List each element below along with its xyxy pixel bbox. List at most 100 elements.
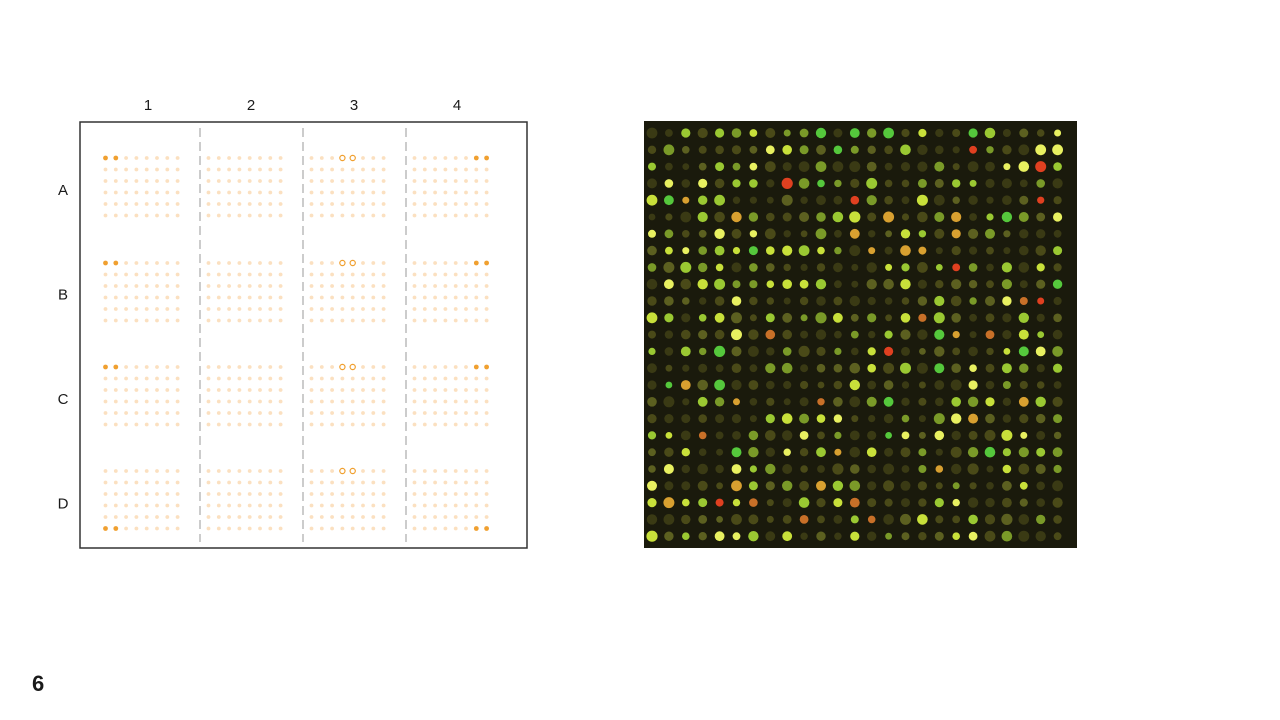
grid-spot <box>237 480 242 485</box>
microarray-spot <box>833 498 843 508</box>
grid-spot <box>237 422 242 427</box>
microarray-spot <box>798 161 810 173</box>
microarray-spot <box>1002 195 1012 205</box>
microarray-spot <box>783 380 792 390</box>
grid-spot <box>103 492 108 496</box>
grid-spot <box>237 469 242 473</box>
microarray-spot <box>1019 481 1028 490</box>
microarray-spot <box>682 532 690 540</box>
microarray-spot <box>967 161 979 173</box>
microarray-spot <box>867 363 876 373</box>
microarray-spot <box>1002 330 1012 340</box>
microarray-spot <box>732 280 741 289</box>
microarray-spot <box>851 263 859 271</box>
microarray-spot <box>1020 431 1028 439</box>
microarray-spot <box>833 296 843 306</box>
grid-spot <box>381 307 386 311</box>
microarray-spot <box>782 145 792 155</box>
grid-spot <box>443 515 448 519</box>
block-column-label: 3 <box>350 97 358 114</box>
microarray-spot <box>648 347 656 355</box>
microarray-spot <box>918 465 927 473</box>
grid-spot <box>165 376 170 381</box>
microarray-spot <box>1019 498 1028 507</box>
microarray-spot <box>1018 463 1030 475</box>
microarray-spot <box>1018 514 1030 525</box>
microarray-spot <box>665 364 673 372</box>
microarray-spot <box>986 213 994 221</box>
microarray-spot <box>952 196 960 204</box>
microarray-spot <box>1001 513 1013 526</box>
microarray-spot <box>832 161 844 173</box>
grid-spot <box>113 272 118 277</box>
microarray-spot <box>885 314 892 322</box>
grid-spot <box>227 388 232 392</box>
microarray-spot <box>799 145 809 155</box>
microarray-scan-image <box>644 121 1077 548</box>
grid-spot <box>443 261 448 265</box>
microarray-spot <box>832 463 844 475</box>
grid-spot <box>443 480 448 485</box>
microarray-spot <box>984 429 996 441</box>
grid-spot <box>247 492 252 496</box>
microarray-spot <box>849 446 861 458</box>
grid-spot <box>268 526 273 531</box>
grid-spot <box>330 261 334 265</box>
grid-spot <box>371 365 376 369</box>
layout-spot-grid <box>103 154 489 531</box>
microarray-spot <box>985 228 995 239</box>
microarray-spot <box>648 330 656 339</box>
microarray-spot <box>934 498 944 508</box>
microarray-spot <box>934 380 945 390</box>
microarray-spot <box>884 346 894 356</box>
grid-spot <box>361 213 365 218</box>
microarray-spot <box>985 413 995 424</box>
grid-spot <box>464 190 468 195</box>
grid-spot <box>155 365 159 369</box>
grid-spot <box>103 411 108 415</box>
grid-spot <box>278 399 283 404</box>
grid-spot <box>155 376 159 381</box>
microarray-spot <box>832 211 844 223</box>
grid-spot <box>330 190 334 195</box>
grid-spot <box>371 156 376 160</box>
grid-spot <box>474 202 479 206</box>
landmark-spot <box>473 155 479 161</box>
grid-spot <box>165 272 170 277</box>
grid-spot <box>258 272 262 277</box>
microarray-spot <box>698 178 708 188</box>
grid-spot <box>433 411 437 415</box>
grid-spot <box>144 422 149 427</box>
grid-spot <box>412 503 417 508</box>
grid-spot <box>319 492 324 496</box>
grid-spot <box>144 167 149 172</box>
microarray-spot <box>765 531 776 542</box>
grid-spot <box>433 376 437 381</box>
microarray-spot <box>1001 363 1012 374</box>
microarray-spot <box>934 212 945 222</box>
grid-spot <box>381 515 386 519</box>
grid-spot <box>422 213 427 218</box>
grid-spot <box>443 318 448 323</box>
grid-spot <box>309 399 314 404</box>
grid-spot <box>350 492 355 496</box>
grid-spot <box>134 179 139 183</box>
grid-spot <box>361 399 365 404</box>
microarray-spot <box>934 346 945 357</box>
grid-spot <box>216 213 221 218</box>
grid-spot <box>330 503 334 508</box>
microarray-spot <box>934 363 945 374</box>
grid-spot <box>216 202 221 206</box>
microarray-spot <box>648 213 656 221</box>
microarray-spot <box>681 414 691 424</box>
microarray-spot <box>732 431 741 440</box>
microarray-spot <box>647 296 657 306</box>
microarray-spot <box>715 128 725 138</box>
microarray-spot <box>664 447 674 457</box>
microarray-spot <box>698 532 707 541</box>
grid-spot <box>340 295 345 300</box>
grid-spot <box>278 411 283 415</box>
landmark-spot-hollow <box>349 154 356 162</box>
grid-spot <box>422 179 427 183</box>
grid-spot <box>237 376 242 381</box>
